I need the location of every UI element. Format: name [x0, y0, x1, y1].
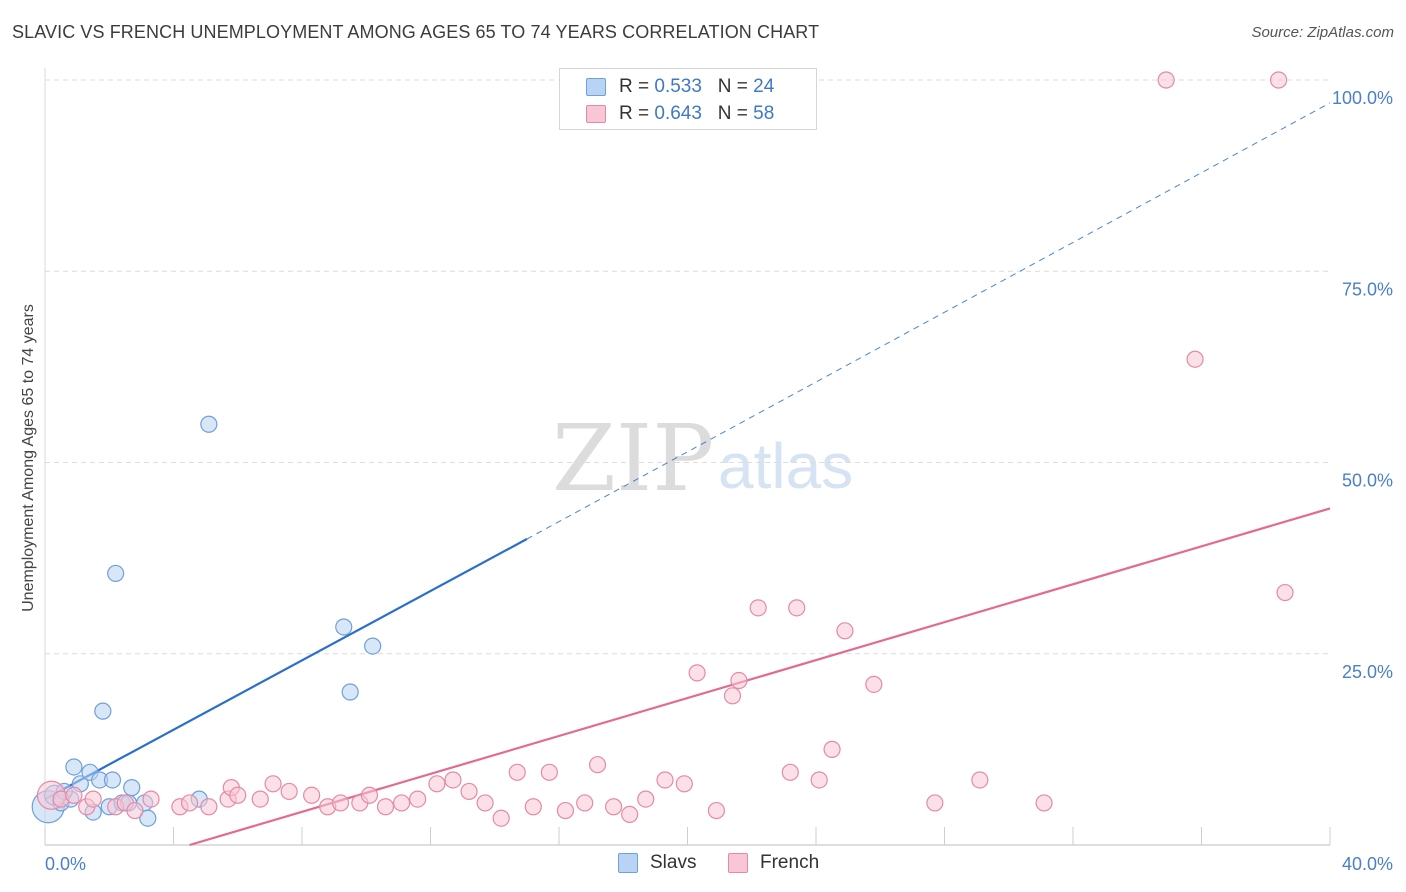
- watermark-atlas: atlas: [718, 430, 853, 502]
- data-point-slavs: [94, 702, 112, 720]
- source-credit: Source: ZipAtlas.com: [1251, 24, 1394, 41]
- data-point-french: [264, 775, 282, 793]
- correlation-stats-box: R = 0.533 N = 24 R = 0.643 N = 58: [559, 68, 817, 130]
- data-point-french: [200, 798, 218, 816]
- data-point-slavs: [103, 771, 122, 789]
- chart-title: SLAVIC VS FRENCH UNEMPLOYMENT AMONG AGES…: [12, 22, 820, 42]
- data-point-french: [376, 798, 395, 816]
- data-point-french: [1157, 71, 1175, 89]
- trend-extension-slavs: [526, 102, 1331, 540]
- data-point-french: [707, 801, 726, 820]
- data-points: [31, 71, 1294, 827]
- data-point-french: [723, 687, 742, 705]
- data-point-french: [428, 775, 446, 793]
- r-value-slavs: 0.533: [654, 76, 702, 97]
- stats-text-french: R = 0.643 N = 58: [619, 103, 774, 125]
- data-point-french: [392, 794, 411, 812]
- data-point-french: [540, 763, 558, 781]
- data-point-slavs: [341, 683, 359, 701]
- data-point-french: [1276, 583, 1294, 602]
- data-point-french: [836, 622, 854, 640]
- data-point-french: [588, 756, 607, 774]
- y-tick-label: 75.0%: [1342, 279, 1393, 299]
- data-point-french: [409, 790, 427, 808]
- data-point-french: [251, 790, 269, 808]
- data-point-french: [637, 790, 655, 808]
- x-tick-label: 0.0%: [45, 854, 86, 874]
- data-point-french: [460, 782, 478, 801]
- data-point-french: [656, 771, 674, 789]
- n-value-slavs: 24: [753, 76, 775, 97]
- slavs-swatch: [586, 78, 606, 96]
- data-point-french: [926, 794, 944, 812]
- legend-swatch-french: [728, 853, 748, 873]
- data-point-french: [360, 786, 379, 804]
- watermark-zip: ZIP: [552, 405, 714, 512]
- r-value-french: 0.643: [654, 103, 702, 124]
- data-point-french: [142, 790, 160, 808]
- data-point-french: [180, 794, 199, 812]
- data-point-slavs: [139, 809, 157, 827]
- y-tick-label: 100.0%: [1332, 88, 1393, 108]
- data-point-french: [508, 763, 526, 781]
- french-swatch: [586, 105, 606, 123]
- data-point-french: [476, 794, 494, 812]
- data-point-french: [1035, 794, 1053, 812]
- data-point-french: [605, 798, 623, 816]
- data-point-slavs: [107, 564, 125, 583]
- n-label: N =: [717, 103, 754, 124]
- data-point-slavs: [123, 779, 141, 797]
- data-point-french: [971, 771, 989, 789]
- legend-label-french: French: [760, 852, 820, 873]
- data-point-french: [1269, 71, 1288, 89]
- trend-line-slavs: [44, 538, 528, 801]
- data-point-french: [865, 675, 883, 693]
- y-tick-label: 50.0%: [1342, 471, 1393, 491]
- data-point-french: [576, 794, 594, 812]
- data-point-french: [492, 809, 510, 827]
- data-point-french: [126, 801, 144, 820]
- y-tick-label: 25.0%: [1342, 662, 1393, 682]
- data-point-slavs: [200, 415, 218, 433]
- data-point-french: [823, 740, 841, 758]
- data-point-slavs: [65, 758, 83, 776]
- r-label: R =: [619, 76, 655, 97]
- tick-labels: 25.0% 50.0% 75.0% 100.0% 0.0% 40.0%: [45, 88, 1393, 874]
- data-point-french: [280, 782, 298, 801]
- data-point-french: [84, 790, 102, 808]
- data-point-french: [788, 599, 806, 617]
- x-tick-label: 40.0%: [1342, 854, 1393, 874]
- trend-lines: [44, 102, 1331, 847]
- data-point-french: [749, 599, 767, 617]
- trend-line-french: [189, 507, 1331, 847]
- axes: [44, 68, 1331, 846]
- data-point-french: [65, 786, 83, 804]
- data-point-slavs: [335, 618, 353, 636]
- data-point-french: [444, 771, 462, 789]
- data-point-french: [331, 794, 350, 812]
- data-point-french: [810, 771, 828, 789]
- r-label: R =: [619, 103, 655, 124]
- stats-text-slavs: R = 0.533 N = 24: [619, 76, 774, 98]
- legend-swatch-slavs: [618, 853, 638, 873]
- data-point-french: [730, 671, 748, 690]
- data-point-french: [524, 798, 542, 816]
- gridlines: [45, 79, 1330, 655]
- data-point-french: [688, 664, 706, 682]
- data-point-french: [781, 763, 799, 781]
- legend-label-slavs: Slavs: [650, 852, 697, 873]
- n-value-french: 58: [753, 103, 775, 124]
- data-point-slavs: [364, 637, 382, 655]
- data-point-french: [303, 786, 321, 804]
- watermark: ZIP atlas: [552, 405, 853, 512]
- n-label: N =: [717, 76, 754, 97]
- data-point-french: [556, 801, 575, 820]
- data-point-french: [675, 775, 693, 793]
- data-point-french: [1186, 350, 1204, 368]
- data-point-french: [229, 786, 247, 804]
- data-point-french: [621, 805, 639, 824]
